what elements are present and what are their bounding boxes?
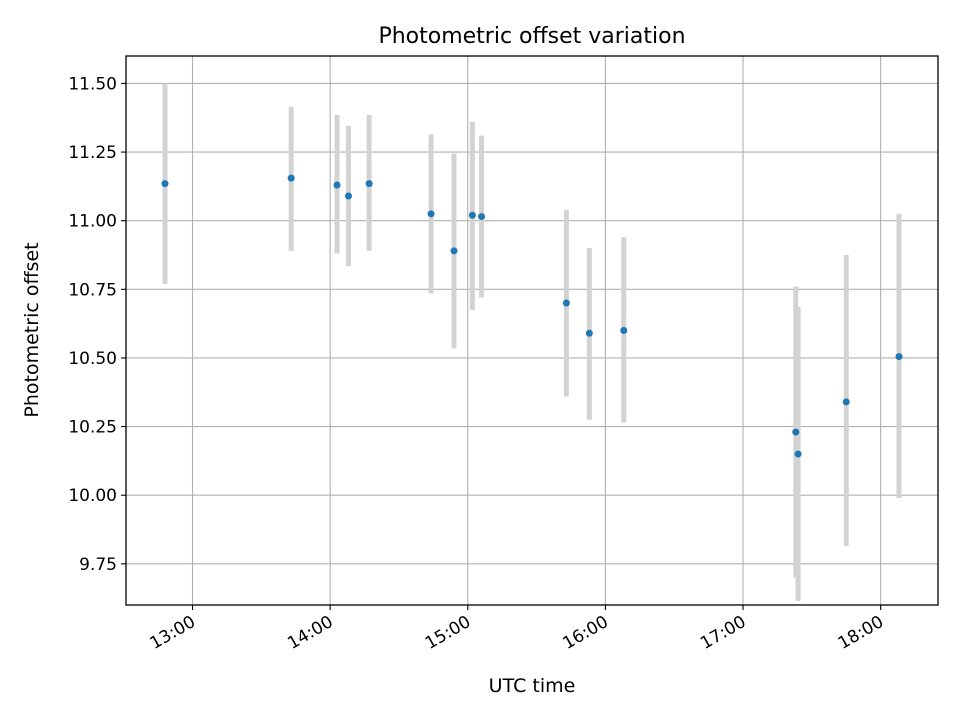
y-tick-label: 10.50 (68, 349, 117, 369)
data-point (792, 428, 800, 436)
x-tick-label: 13:00 (147, 612, 199, 654)
axis-layer: 13:00 14:00 15:00 16:00 17:00 18:00 9.75 10.00 1… (68, 74, 887, 653)
data-point (333, 181, 341, 189)
y-tick-label: 10.00 (68, 486, 117, 506)
data-point (562, 299, 570, 307)
data-point (344, 192, 352, 200)
data-point (468, 211, 476, 219)
data-point (585, 329, 593, 337)
y-tick-label: 11.00 (68, 212, 117, 232)
data-point (427, 210, 435, 218)
y-axis-label: Photometric offset (21, 242, 43, 417)
data-point (365, 180, 373, 188)
plot-frame (125, 55, 939, 606)
x-tick-label: 16:00 (559, 612, 611, 654)
data-point (842, 398, 850, 406)
y-tick-label: 10.75 (68, 280, 117, 300)
errorbar-layer (162, 83, 902, 601)
data-point (450, 247, 458, 255)
x-tick-label: 15:00 (422, 612, 474, 654)
data-point (620, 327, 628, 334)
x-axis-label: UTC time (489, 675, 576, 697)
data-point (478, 213, 486, 221)
data-point (161, 180, 169, 188)
point-layer (161, 174, 903, 458)
y-tick-label: 11.25 (68, 143, 117, 163)
y-tick-label: 9.75 (79, 555, 117, 575)
data-point (895, 353, 903, 361)
grid-layer (126, 56, 938, 605)
data-point (794, 450, 802, 458)
data-point (287, 174, 295, 182)
x-tick-label: 18:00 (835, 612, 887, 654)
y-tick-label: 11.50 (68, 74, 117, 94)
chart-title: Photometric offset variation (378, 24, 685, 49)
x-tick-label: 17:00 (697, 612, 749, 654)
y-tick-label: 10.25 (68, 418, 117, 438)
x-tick-label: 14:00 (284, 612, 336, 654)
